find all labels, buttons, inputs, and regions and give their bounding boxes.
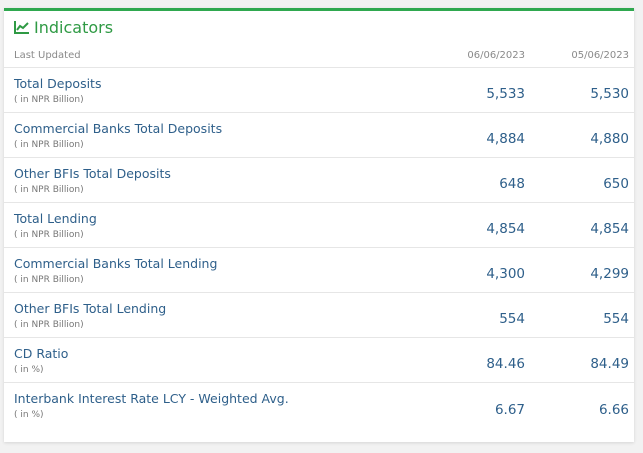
indicator-unit: ( in %) xyxy=(14,364,44,375)
indicator-unit: ( in NPR Billion) xyxy=(14,184,84,195)
indicator-value-previous: 554 xyxy=(603,311,629,327)
indicator-value-previous: 4,854 xyxy=(590,221,629,237)
indicator-unit: ( in NPR Billion) xyxy=(14,139,84,150)
indicator-name[interactable]: Other BFIs Total Lending xyxy=(14,300,167,316)
indicator-value-current: 648 xyxy=(499,176,525,192)
card-header: Indicators xyxy=(4,11,634,43)
indicator-name[interactable]: Commercial Banks Total Deposits xyxy=(14,120,223,136)
indicator-label-group: Commercial Banks Total Deposits ( in NPR… xyxy=(14,121,421,150)
indicator-name[interactable]: Commercial Banks Total Lending xyxy=(14,255,218,271)
indicator-unit: ( in NPR Billion) xyxy=(14,94,84,105)
indicator-value-current: 4,854 xyxy=(486,221,525,237)
line-chart-icon xyxy=(14,21,29,34)
indicator-name[interactable]: Total Lending xyxy=(14,210,97,226)
indicator-value-previous: 5,530 xyxy=(590,86,629,102)
indicator-value-current: 6.67 xyxy=(494,401,525,418)
date-column-2: 05/06/2023 xyxy=(571,49,629,61)
indicator-row: Interbank Interest Rate LCY - Weighted A… xyxy=(4,383,634,428)
indicator-label-group: Other BFIs Total Deposits ( in NPR Billi… xyxy=(14,166,421,195)
indicator-row: Other BFIs Total Lending ( in NPR Billio… xyxy=(4,293,634,338)
last-updated-label: Last Updated xyxy=(14,49,81,61)
indicator-label-group: Total Deposits ( in NPR Billion) xyxy=(14,76,421,105)
indicator-label-group: Interbank Interest Rate LCY - Weighted A… xyxy=(14,391,421,420)
indicator-value-current: 5,533 xyxy=(486,86,525,102)
indicator-row: Commercial Banks Total Deposits ( in NPR… xyxy=(4,113,634,158)
date-column-1: 06/06/2023 xyxy=(467,49,525,61)
indicator-row: Other BFIs Total Deposits ( in NPR Billi… xyxy=(4,158,634,203)
indicator-label-group: CD Ratio ( in %) xyxy=(14,346,421,375)
indicator-row: Total Deposits ( in NPR Billion) 5,533 5… xyxy=(4,68,634,113)
indicator-value-previous: 84.49 xyxy=(590,356,629,372)
indicator-row: Commercial Banks Total Lending ( in NPR … xyxy=(4,248,634,293)
indicator-name[interactable]: Other BFIs Total Deposits xyxy=(14,165,171,181)
indicator-value-current: 4,884 xyxy=(486,131,525,147)
indicator-value-previous: 4,880 xyxy=(590,131,629,147)
indicator-unit: ( in NPR Billion) xyxy=(14,319,84,330)
indicator-value-previous: 650 xyxy=(603,176,629,192)
indicator-label-group: Commercial Banks Total Lending ( in NPR … xyxy=(14,256,421,285)
indicator-label-group: Total Lending ( in NPR Billion) xyxy=(14,211,421,240)
indicator-name[interactable]: Total Deposits xyxy=(14,75,102,91)
indicator-value-current: 4,300 xyxy=(486,266,525,282)
indicator-unit: ( in NPR Billion) xyxy=(14,274,84,285)
card-title: Indicators xyxy=(34,17,114,37)
indicator-unit: ( in NPR Billion) xyxy=(14,229,84,240)
indicator-name[interactable]: Interbank Interest Rate LCY - Weighted A… xyxy=(14,391,289,406)
indicator-unit: ( in %) xyxy=(14,410,44,420)
column-header: Last Updated 06/06/2023 05/06/2023 xyxy=(4,43,634,68)
indicator-label-group: Other BFIs Total Lending ( in NPR Billio… xyxy=(14,301,421,330)
indicator-value-previous: 4,299 xyxy=(590,266,629,282)
indicators-card: Indicators Last Updated 06/06/2023 05/06… xyxy=(4,8,634,442)
indicator-row: CD Ratio ( in %) 84.46 84.49 xyxy=(4,338,634,383)
indicator-value-current: 84.46 xyxy=(486,356,525,372)
indicator-row: Total Lending ( in NPR Billion) 4,854 4,… xyxy=(4,203,634,248)
indicator-value-current: 554 xyxy=(499,311,525,327)
indicator-name[interactable]: CD Ratio xyxy=(14,345,69,361)
indicator-value-previous: 6.66 xyxy=(598,401,629,418)
